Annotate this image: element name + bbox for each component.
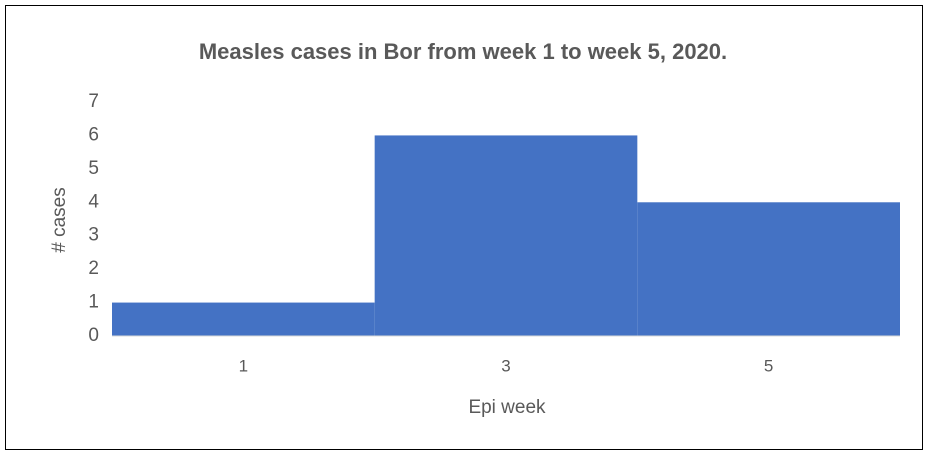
y-tick-label: 3: [88, 225, 99, 246]
y-tick-label: 4: [88, 191, 99, 212]
y-tick-label: 5: [88, 158, 99, 179]
x-tick-label: 1: [239, 356, 248, 375]
y-tick-label: 2: [88, 258, 99, 279]
bar: [637, 202, 900, 336]
bar: [112, 302, 375, 336]
x-axis-label: Epi week: [468, 397, 546, 418]
chart-title: Measles cases in Bor from week 1 to week…: [199, 39, 727, 64]
y-tick-label: 1: [88, 292, 99, 313]
x-tick-label: 5: [764, 356, 773, 375]
bar: [374, 135, 638, 336]
y-tick-label: 7: [88, 91, 99, 112]
y-tick-label: 0: [88, 325, 99, 346]
y-axis-label: # cases: [49, 187, 70, 252]
x-tick-label: 3: [501, 356, 510, 375]
y-tick-label: 6: [88, 124, 99, 145]
